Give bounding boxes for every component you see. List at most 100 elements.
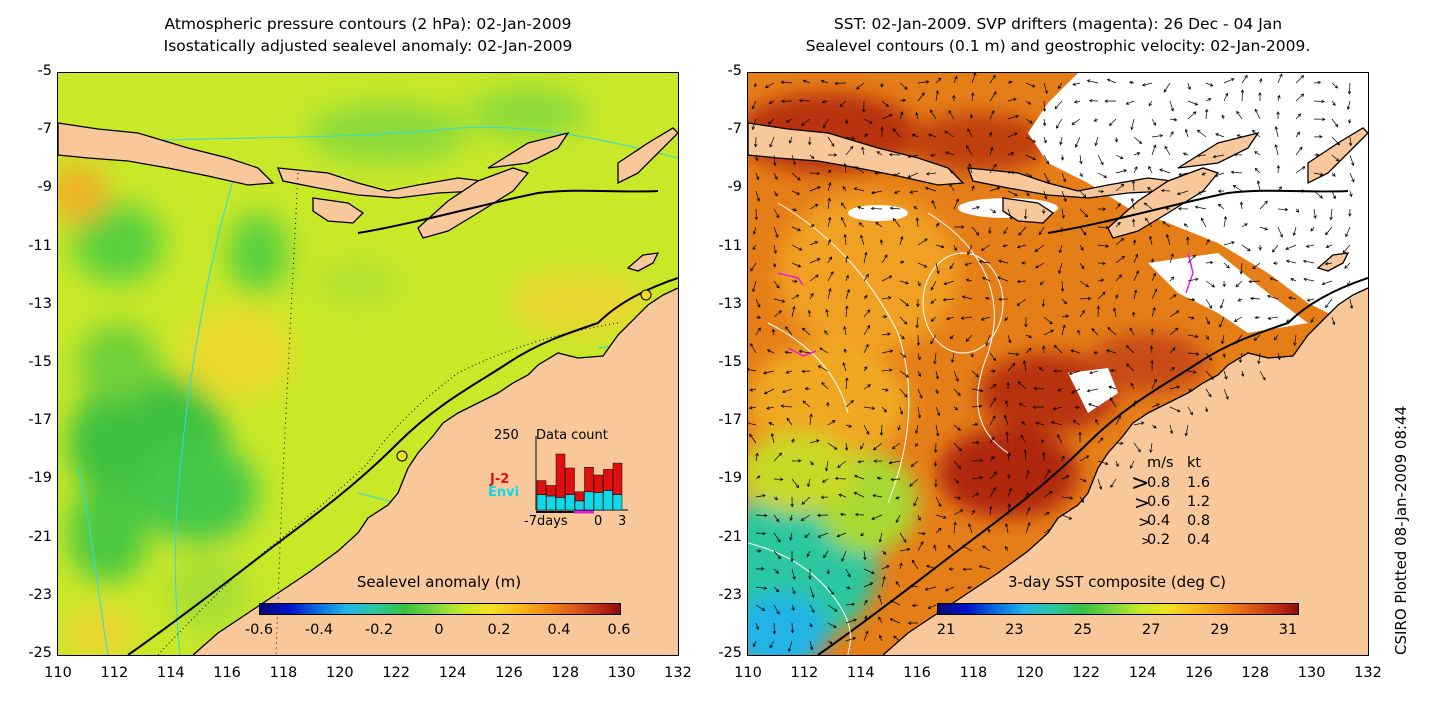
velocity-arrow [1115,460,1119,468]
velocity-arrow [1321,280,1333,286]
velocity-arrow [1072,82,1081,86]
velocity-arrow [935,262,940,275]
inset-bar-j2 [565,467,575,495]
velocity-arrow [933,544,937,552]
velocity-arrow [873,442,883,451]
velocity-arrow [1221,334,1225,345]
velocity-arrow [752,244,757,251]
velocity-arrow [1295,146,1303,156]
velocity-arrow [1143,202,1153,210]
velocity-arrow [1096,305,1101,318]
velocity-arrow [773,514,780,523]
velocity-arrow [789,532,793,541]
velocity-arrow [817,365,829,372]
velocity-arrow [1194,205,1207,210]
left-lon-tick: 120 [325,665,354,681]
velocity-arrow [1079,226,1087,236]
velocity-arrow [827,182,832,192]
velocity-arrow [1106,349,1117,354]
velocity-arrow [962,567,973,572]
velocity-arrow [1212,154,1225,159]
velocity-arrow [907,154,919,159]
velocity-arrow [840,216,847,228]
velocity-arrow [773,172,778,180]
velocity-arrow [1007,503,1011,516]
velocity-arrow [964,262,973,266]
velocity-arrow [1197,190,1207,195]
velocity-arrow [823,118,829,129]
velocity-arrow [971,185,975,192]
velocity-arrow [1205,316,1210,325]
velocity-arrow [1205,298,1212,309]
left-colorbar-tick: 0.2 [487,622,511,638]
velocity-arrow [1150,258,1155,264]
velocity-arrow [931,200,937,210]
velocity-arrow [1223,388,1229,400]
inset-xlabel-zero: 0 [594,514,603,529]
velocity-arrow [1169,131,1174,138]
velocity-arrow [1178,207,1189,211]
velocity-arrow [1151,306,1156,318]
velocity-arrow [1053,344,1063,354]
velocity-arrow [1087,403,1099,408]
velocity-arrow [1169,327,1179,336]
velocity-arrow [899,388,908,398]
velocity-arrow [863,550,867,561]
velocity-arrow [809,224,815,228]
velocity-arrow [1342,244,1351,254]
velocity-arrow [1133,152,1141,156]
inset-bar-envi [555,497,566,511]
velocity-arrow [1043,172,1050,184]
velocity-legend-kt: 0.8 [1187,513,1211,529]
velocity-arrow [1223,262,1230,269]
right-colorbar-tick: 31 [1278,622,1298,638]
velocity-arrow [935,90,939,102]
velocity-arrow [1132,239,1137,246]
velocity-arrow [1043,82,1048,95]
velocity-arrow [1125,363,1135,372]
velocity-arrow [1021,261,1027,265]
velocity-arrow [845,568,851,578]
velocity-arrow [1002,243,1009,248]
velocity-arrow [948,567,955,571]
velocity-arrow [809,622,813,628]
velocity-arrow [826,568,830,575]
left-lat-tick: -25 [28,645,52,661]
velocity-arrow [1078,431,1082,444]
velocity-arrow [1021,421,1027,426]
velocity-arrow [1169,100,1174,112]
velocity-arrow [899,352,907,358]
velocity-arrow [791,438,795,444]
velocity-arrow [1259,226,1269,231]
velocity-arrow [899,406,904,415]
velocity-arrow [1025,100,1032,105]
left-map-title: Atmospheric pressure contours (2 hPa): 0… [58,13,678,57]
velocity-arrow [1239,201,1244,210]
velocity-arrow [1184,128,1189,138]
velocity-legend-kt: 1.6 [1187,475,1211,491]
velocity-arrow [863,406,876,410]
velocity-arrow [1050,421,1063,426]
velocity-arrow [820,79,829,84]
velocity-arrow [1025,118,1033,124]
velocity-arrow [1042,208,1046,215]
velocity-arrow [953,75,958,84]
velocity-arrow [1025,154,1037,161]
velocity-arrow [1079,455,1090,462]
velocity-arrow [1112,307,1117,318]
velocity-arrow [1223,78,1235,84]
velocity-arrow [820,495,829,500]
velocity-arrow [1223,215,1228,228]
velocity-arrow [971,475,984,480]
velocity-arrow [1003,226,1009,235]
velocity-arrow [791,478,800,489]
right-map-title: SST: 02-Jan-2009. SVP drifters (magenta)… [748,13,1368,57]
velocity-arrow [1266,294,1279,300]
velocity-arrow [1149,442,1153,454]
inset-bar-j2 [612,462,623,495]
velocity-arrow [1007,97,1017,102]
velocity-arrow [953,424,961,431]
velocity-arrow [1016,279,1027,284]
velocity-arrow [809,274,819,282]
velocity-arrow [933,460,938,467]
